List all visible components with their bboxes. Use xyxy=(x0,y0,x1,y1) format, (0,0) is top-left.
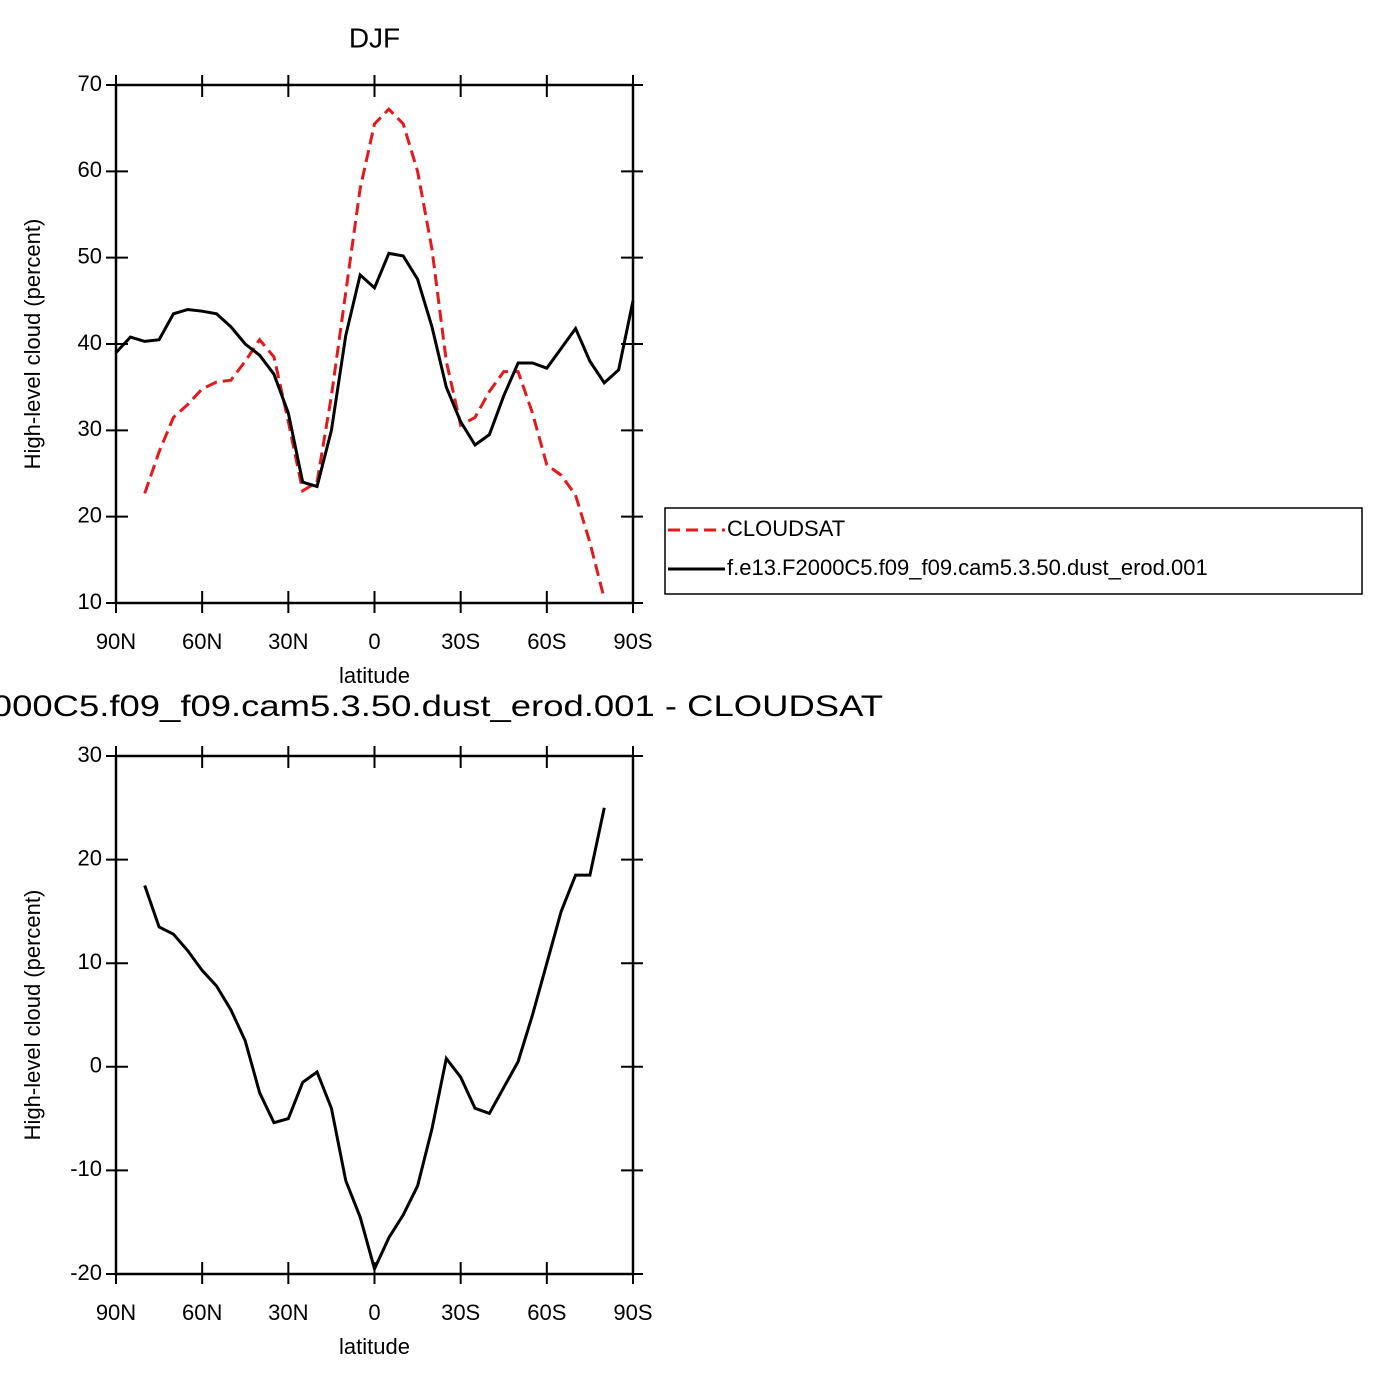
y-tick-label: 20 xyxy=(78,845,102,870)
x-axis-label: latitude xyxy=(339,663,410,688)
x-tick-label: 90N xyxy=(96,1300,136,1325)
y-tick-label: 30 xyxy=(78,742,102,767)
x-tick-label: 60N xyxy=(182,629,222,654)
y-tick-label: 70 xyxy=(78,71,102,96)
chart-title: DJF xyxy=(349,22,400,53)
plot-frame xyxy=(114,83,635,605)
data-line xyxy=(143,807,606,1274)
x-tick-label: 30S xyxy=(441,629,480,654)
x-tick-label: 30S xyxy=(441,1300,480,1325)
legend-box xyxy=(664,507,1363,595)
x-tick-label: 0 xyxy=(368,1300,380,1325)
y-tick-label: 30 xyxy=(78,416,102,441)
y-tick-label: 10 xyxy=(78,589,102,614)
legend-label: CLOUDSAT xyxy=(727,516,845,541)
y-tick-label: 60 xyxy=(78,157,102,182)
x-tick-label: 30N xyxy=(268,1300,308,1325)
x-tick-label: 60N xyxy=(182,1300,222,1325)
y-tick-label: 40 xyxy=(78,330,102,355)
data-line xyxy=(114,251,635,489)
x-tick-label: 90S xyxy=(613,629,652,654)
y-tick-label: 20 xyxy=(78,502,102,527)
x-tick-label: 30N xyxy=(268,629,308,654)
y-tick-label: 0 xyxy=(90,1053,102,1078)
data-line xyxy=(143,107,606,600)
y-axis-label: High-level cloud (percent) xyxy=(20,890,45,1141)
y-tick-label: -20 xyxy=(70,1260,102,1285)
chart-title: f.e13.F2000C5.f09_f09.cam5.3.50.dust_ero… xyxy=(0,690,883,723)
y-tick-label: 50 xyxy=(78,243,102,268)
y-tick-label: -10 xyxy=(70,1156,102,1181)
y-axis-label: High-level cloud (percent) xyxy=(20,219,45,470)
y-tick-label: 10 xyxy=(78,949,102,974)
x-tick-label: 90S xyxy=(613,1300,652,1325)
plot-frame xyxy=(114,754,635,1276)
x-tick-label: 90N xyxy=(96,629,136,654)
x-tick-label: 60S xyxy=(527,1300,566,1325)
x-tick-label: 0 xyxy=(368,629,380,654)
x-axis-label: latitude xyxy=(339,1334,410,1359)
x-tick-label: 60S xyxy=(527,629,566,654)
legend-label: f.e13.F2000C5.f09_f09.cam5.3.50.dust_ero… xyxy=(727,555,1208,580)
